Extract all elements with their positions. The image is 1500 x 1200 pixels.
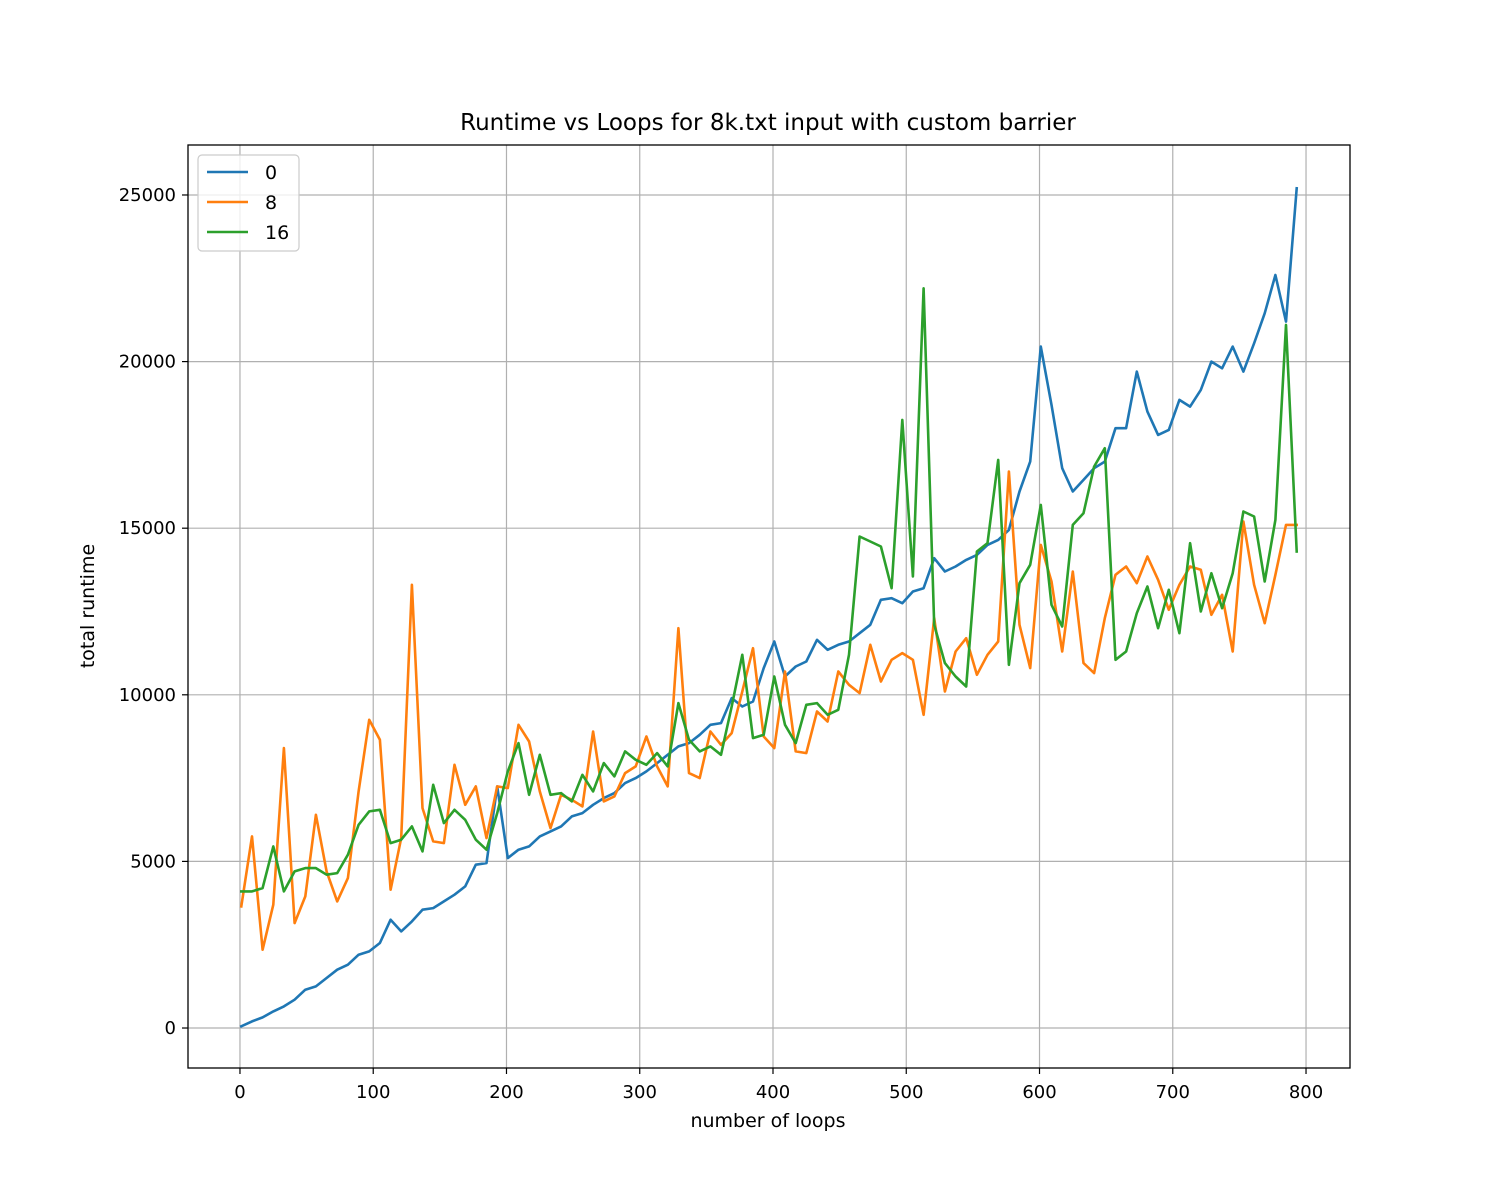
y-tick-label-1: 5000 (130, 851, 176, 872)
legend-label-8: 8 (265, 192, 277, 214)
legend: 0 8 16 (197, 154, 300, 252)
x-tick-label-1: 100 (356, 1082, 390, 1103)
legend-label-16: 16 (265, 222, 289, 244)
x-tick-label-3: 300 (623, 1082, 657, 1103)
y-axis-label: total runtime (77, 544, 99, 668)
y-tick-label-3: 15000 (119, 518, 176, 539)
x-tick-label-8: 800 (1289, 1082, 1323, 1103)
y-tick-label-5: 25000 (119, 185, 176, 206)
series-line-8 (239, 470, 1298, 952)
x-tick-label-7: 700 (1156, 1082, 1190, 1103)
chart-title: Runtime vs Loops for 8k.txt input with c… (460, 110, 1076, 136)
axis-ticks: 0 100 200 300 400 500 600 700 800 0 5000 10000 15000… (119, 185, 1323, 1103)
x-tick-label-6: 600 (1022, 1082, 1056, 1103)
x-tick-label-5: 500 (889, 1082, 923, 1103)
legend-label-0: 0 (265, 162, 277, 184)
series-line-16 (240, 286, 1299, 893)
y-tick-label-4: 20000 (119, 352, 176, 373)
x-tick-label-4: 400 (756, 1082, 790, 1103)
x-axis-label: number of loops (690, 1110, 845, 1132)
y-tick-label-2: 10000 (119, 685, 176, 706)
plot-frame (187, 144, 1351, 1069)
series-lines (239, 186, 1299, 1029)
x-tick-label-0: 0 (234, 1082, 245, 1103)
y-tick-label-0: 0 (165, 1018, 176, 1039)
legend-box (197, 154, 300, 252)
series-line-0 (239, 186, 1299, 1029)
plot-area (188, 145, 1350, 1068)
grid-lines (188, 145, 1350, 1068)
x-tick-label-2: 200 (489, 1082, 523, 1103)
